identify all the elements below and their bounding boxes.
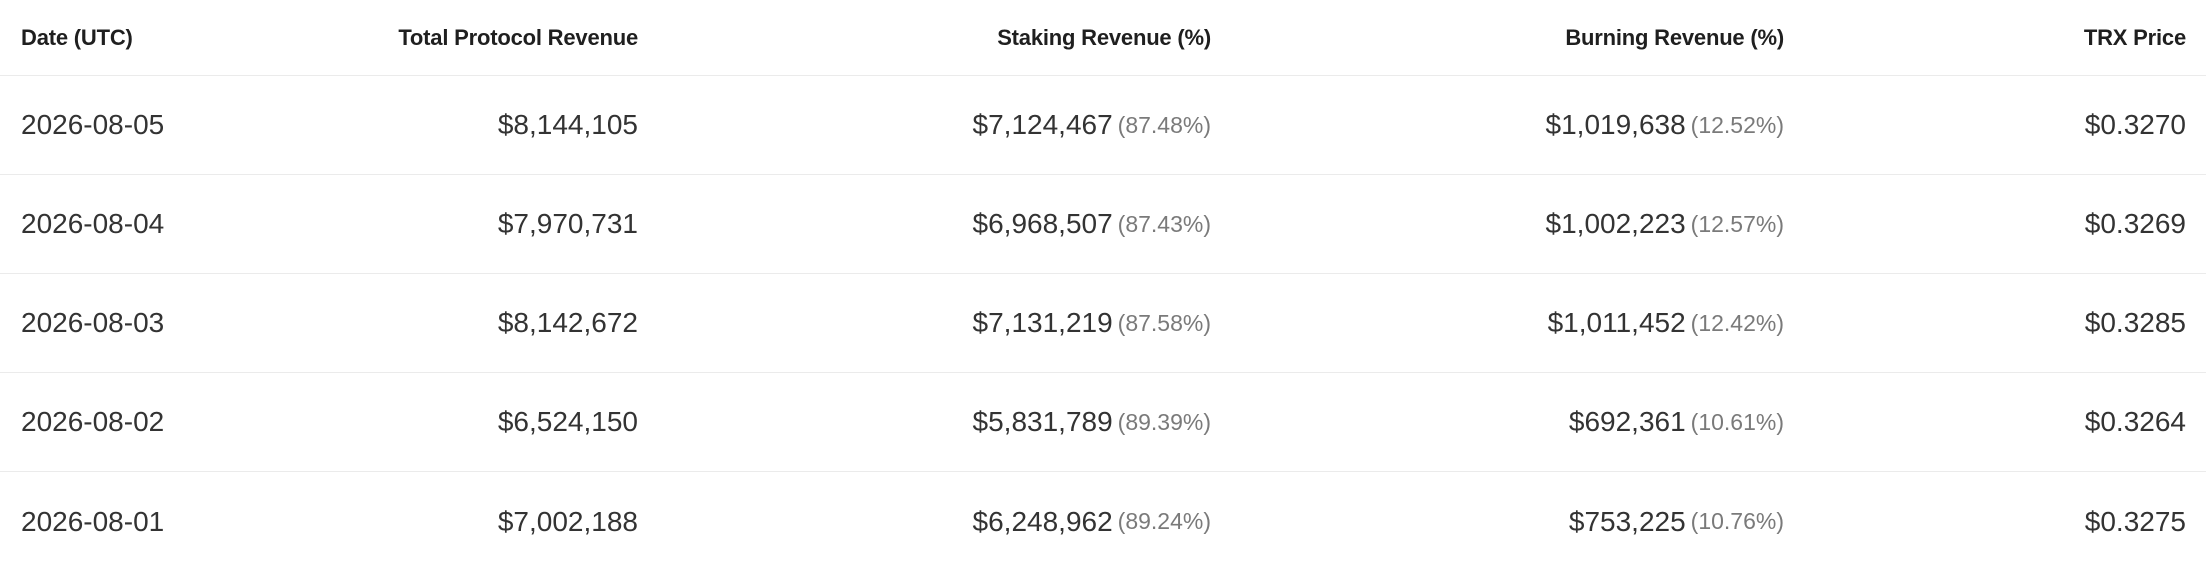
table-row: 2026-08-01 $7,002,188 $6,248,962 (89.24%)… xyxy=(0,472,2206,571)
cell-trx-price: $0.3269 xyxy=(2084,208,2186,239)
column-header-burning-revenue[interactable]: Burning Revenue (%) xyxy=(1565,24,1784,50)
cell-total-revenue: $7,970,731 xyxy=(497,208,638,239)
cell-staking-revenue: $7,124,467 (87.48%) xyxy=(973,76,1211,174)
cell-date: 2026-08-04 xyxy=(21,208,165,239)
table-row: 2026-08-04 $7,970,731 $6,968,507 (87.43%)… xyxy=(0,175,2206,274)
staking-value: $5,831,789 xyxy=(972,406,1113,437)
cell-date: 2026-08-02 xyxy=(21,406,165,437)
cell-staking-revenue: $7,131,219 (87.58%) xyxy=(973,274,1211,372)
burning-percent: (12.42%) xyxy=(1690,309,1784,336)
cell-trx-price: $0.3275 xyxy=(2084,505,2186,537)
staking-value: $7,124,467 xyxy=(972,109,1113,140)
cell-burning-revenue: $1,011,452 (12.42%) xyxy=(1548,274,1784,372)
cell-staking-revenue: $5,831,789 (89.39%) xyxy=(973,373,1211,471)
burning-percent: (12.52%) xyxy=(1690,111,1784,138)
table-row: 2026-08-05 $8,144,105 $7,124,467 (87.48%)… xyxy=(0,76,2206,175)
cell-date: 2026-08-01 xyxy=(21,505,165,537)
burning-value: $1,011,452 xyxy=(1547,307,1686,338)
burning-value: $692,361 xyxy=(1568,406,1686,437)
burning-percent: (10.61%) xyxy=(1690,408,1784,435)
staking-percent: (89.39%) xyxy=(1117,408,1211,435)
table-header-row: Date (UTC) Total Protocol Revenue Stakin… xyxy=(0,0,2206,76)
column-header-total-revenue[interactable]: Total Protocol Revenue xyxy=(398,24,638,50)
staking-percent: (87.58%) xyxy=(1117,309,1211,336)
cell-trx-price: $0.3264 xyxy=(2084,406,2186,437)
table-row: 2026-08-02 $6,524,150 $5,831,789 (89.39%)… xyxy=(0,373,2206,472)
cell-total-revenue: $8,144,105 xyxy=(497,109,638,140)
column-header-staking-revenue[interactable]: Staking Revenue (%) xyxy=(997,24,1211,50)
burning-value: $753,225 xyxy=(1568,505,1686,537)
cell-total-revenue: $6,524,150 xyxy=(497,406,638,437)
cell-total-revenue: $7,002,188 xyxy=(497,505,638,537)
column-header-trx-price[interactable]: TRX Price xyxy=(2083,24,2186,50)
burning-value: $1,019,638 xyxy=(1545,109,1686,140)
burning-value: $1,002,223 xyxy=(1545,208,1686,239)
column-header-date[interactable]: Date (UTC) xyxy=(21,24,133,50)
cell-total-revenue: $8,142,672 xyxy=(497,307,638,338)
staking-value: $7,131,219 xyxy=(972,307,1113,338)
staking-value: $6,248,962 xyxy=(972,505,1113,537)
staking-value: $6,968,507 xyxy=(972,208,1113,239)
table-row: 2026-08-03 $8,142,672 $7,131,219 (87.58%)… xyxy=(0,274,2206,373)
staking-percent: (87.48%) xyxy=(1117,111,1211,138)
cell-staking-revenue: $6,248,962 (89.24%) xyxy=(973,472,1211,571)
staking-percent: (89.24%) xyxy=(1117,508,1211,534)
cell-staking-revenue: $6,968,507 (87.43%) xyxy=(973,175,1211,273)
burning-percent: (12.57%) xyxy=(1690,210,1784,237)
cell-trx-price: $0.3270 xyxy=(2084,109,2186,140)
cell-date: 2026-08-03 xyxy=(21,307,165,338)
staking-percent: (87.43%) xyxy=(1117,210,1211,237)
cell-date: 2026-08-05 xyxy=(21,109,165,140)
cell-trx-price: $0.3285 xyxy=(2084,307,2186,338)
cell-burning-revenue: $1,019,638 (12.52%) xyxy=(1546,76,1784,174)
burning-percent: (10.76%) xyxy=(1690,508,1784,534)
cell-burning-revenue: $1,002,223 (12.57%) xyxy=(1546,175,1784,273)
cell-burning-revenue: $753,225 (10.76%) xyxy=(1569,472,1784,571)
cell-burning-revenue: $692,361 (10.61%) xyxy=(1569,373,1784,471)
